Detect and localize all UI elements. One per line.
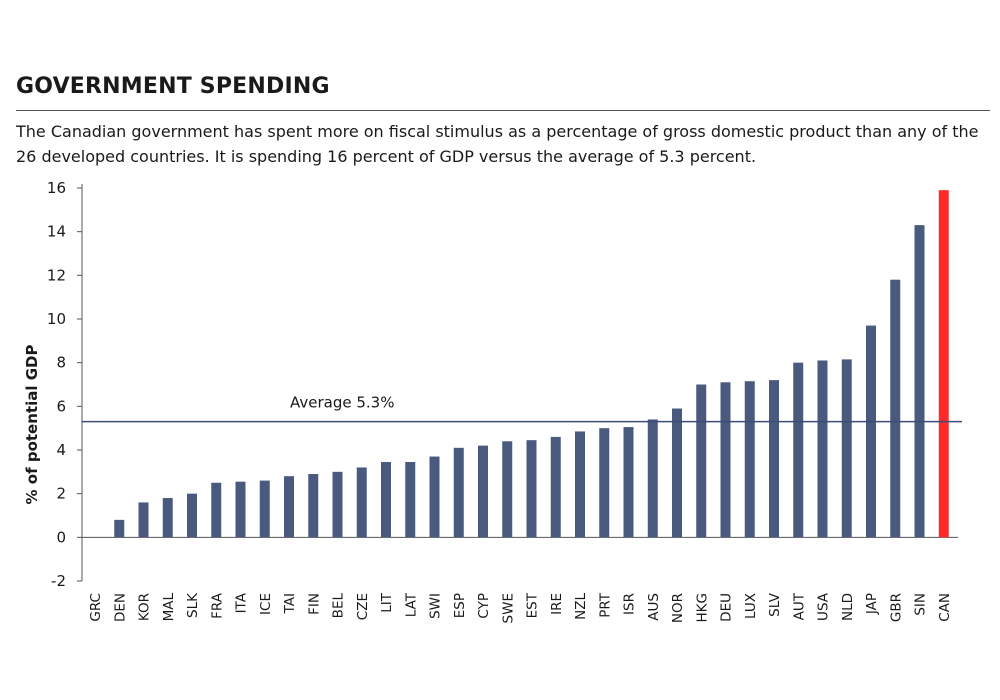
- x-tick-label: SIN: [913, 593, 929, 616]
- x-tick-label: DEN: [112, 593, 128, 622]
- bar-lit: [381, 462, 391, 538]
- y-tick-label: 4: [56, 441, 66, 459]
- y-tick-label: 12: [47, 266, 66, 284]
- bar-den: [114, 519, 125, 538]
- x-tick-label: PRT: [597, 592, 613, 618]
- bar-cyp: [478, 445, 488, 538]
- x-tick-label: LUX: [743, 593, 759, 619]
- bar-slv: [769, 380, 779, 538]
- bar-can: [938, 190, 949, 538]
- bar-sin: [914, 225, 925, 538]
- x-tick-label: FIN: [306, 593, 322, 615]
- bar-prt: [599, 428, 610, 538]
- y-tick-label: 6: [56, 397, 66, 415]
- x-tick-label: CZE: [355, 593, 371, 620]
- x-tick-label: JAP: [864, 593, 880, 615]
- x-tick-label: HKG: [694, 593, 710, 622]
- bar-ita: [235, 481, 246, 538]
- x-tick-label: ISR: [622, 593, 638, 615]
- bar-ire: [550, 436, 561, 538]
- x-tick-label: BEL: [331, 593, 347, 619]
- x-tick-label: EST: [525, 592, 541, 618]
- x-tick-label: NZL: [573, 593, 589, 620]
- bar-slk: [187, 493, 197, 538]
- x-tick-label: NOR: [670, 593, 686, 623]
- bar-nor: [672, 408, 682, 538]
- bar-aut: [793, 362, 804, 538]
- x-tick-label: LIT: [379, 592, 395, 613]
- bar-mal: [162, 498, 173, 538]
- y-tick-label: 16: [47, 179, 66, 197]
- x-tick-label: SWI: [428, 593, 444, 619]
- y-tick-label: 0: [56, 528, 66, 546]
- bar-deu: [720, 382, 731, 538]
- bar-est: [526, 440, 537, 538]
- bar-tai: [284, 476, 294, 538]
- bar-hkg: [696, 384, 707, 538]
- x-tick-label: KOR: [137, 593, 153, 621]
- x-tick-label: SLV: [767, 592, 783, 617]
- y-tick-label: 14: [47, 223, 66, 241]
- bar-esp: [453, 447, 464, 538]
- bar-swe: [502, 441, 513, 538]
- x-tick-label: MAL: [161, 593, 177, 622]
- chart-subtitle: The Canadian government has spent more o…: [16, 122, 979, 166]
- x-tick-label: GRC: [88, 593, 104, 622]
- x-tick-label: AUS: [646, 593, 662, 621]
- x-tick-label: USA: [816, 592, 832, 621]
- x-tick-label: FRA: [209, 592, 225, 619]
- bar-lat: [405, 462, 416, 538]
- bar-gbr: [890, 279, 901, 538]
- bar-isr: [623, 427, 634, 538]
- bar-ice: [259, 480, 270, 538]
- bar-bel: [332, 471, 343, 538]
- x-tick-label: AUT: [791, 592, 807, 620]
- bar-nld: [841, 359, 852, 538]
- bar-nzl: [575, 431, 585, 538]
- x-tick-label: CYP: [476, 593, 492, 619]
- bar-swi: [429, 456, 440, 538]
- x-tick-label: ICE: [258, 593, 274, 615]
- x-tick-label: TAI: [282, 593, 298, 614]
- average-label: Average 5.3%: [290, 394, 394, 412]
- bar-jap: [866, 325, 876, 538]
- bar-kor: [138, 502, 149, 538]
- x-tick-label: DEU: [719, 593, 735, 622]
- bar-lux: [744, 381, 755, 538]
- x-tick-label: CAN: [937, 593, 953, 622]
- y-axis-title: % of potential GDP: [23, 345, 41, 505]
- y-tick-label: 8: [56, 354, 66, 372]
- bar-fin: [308, 474, 319, 538]
- title-divider: [16, 110, 990, 111]
- chart-title: GOVERNMENT SPENDING: [16, 74, 330, 99]
- bar-aus: [647, 419, 658, 538]
- y-tick-label: -2: [51, 572, 66, 590]
- x-tick-label: SWE: [500, 593, 516, 623]
- y-tick-label: 10: [47, 310, 66, 328]
- x-tick-label: IRE: [549, 593, 565, 615]
- y-tick-label: 2: [56, 485, 66, 503]
- x-tick-label: NLD: [840, 593, 856, 621]
- x-tick-label: LAT: [403, 592, 419, 617]
- x-tick-label: GBR: [888, 593, 904, 622]
- x-tick-label: ITA: [234, 592, 250, 613]
- bar-fra: [211, 482, 222, 538]
- bar-cze: [356, 467, 367, 538]
- bar-usa: [817, 360, 828, 538]
- x-tick-label: ESP: [452, 593, 468, 618]
- x-tick-label: SLK: [185, 592, 201, 618]
